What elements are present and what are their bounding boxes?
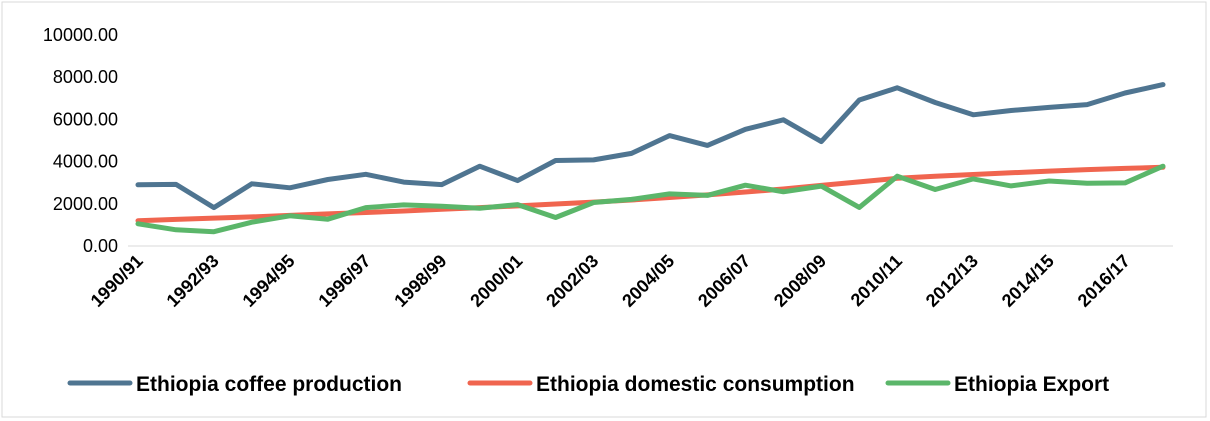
- legend-label: Ethiopia domestic consumption: [536, 373, 855, 396]
- y-tick-label: 8000.00: [53, 67, 118, 87]
- plot-area: [135, 82, 1166, 235]
- legend-label: Ethiopia Export: [954, 373, 1109, 396]
- y-axis-ticks: 0.00 2000.00 4000.00 6000.00 8000.00 10000.00: [43, 25, 118, 256]
- y-tick-label: 10000.00: [43, 25, 118, 45]
- y-tick-label: 6000.00: [53, 109, 118, 129]
- legend: Ethiopia coffee production Ethiopia domes…: [67, 373, 1109, 396]
- series-line-0: [135, 82, 1166, 211]
- y-tick-label: 2000.00: [53, 194, 118, 214]
- y-tick-label: 0.00: [83, 236, 118, 256]
- series-line-2: [135, 163, 1166, 235]
- y-tick-label: 4000.00: [53, 152, 118, 172]
- legend-label: Ethiopia coffee production: [136, 373, 402, 396]
